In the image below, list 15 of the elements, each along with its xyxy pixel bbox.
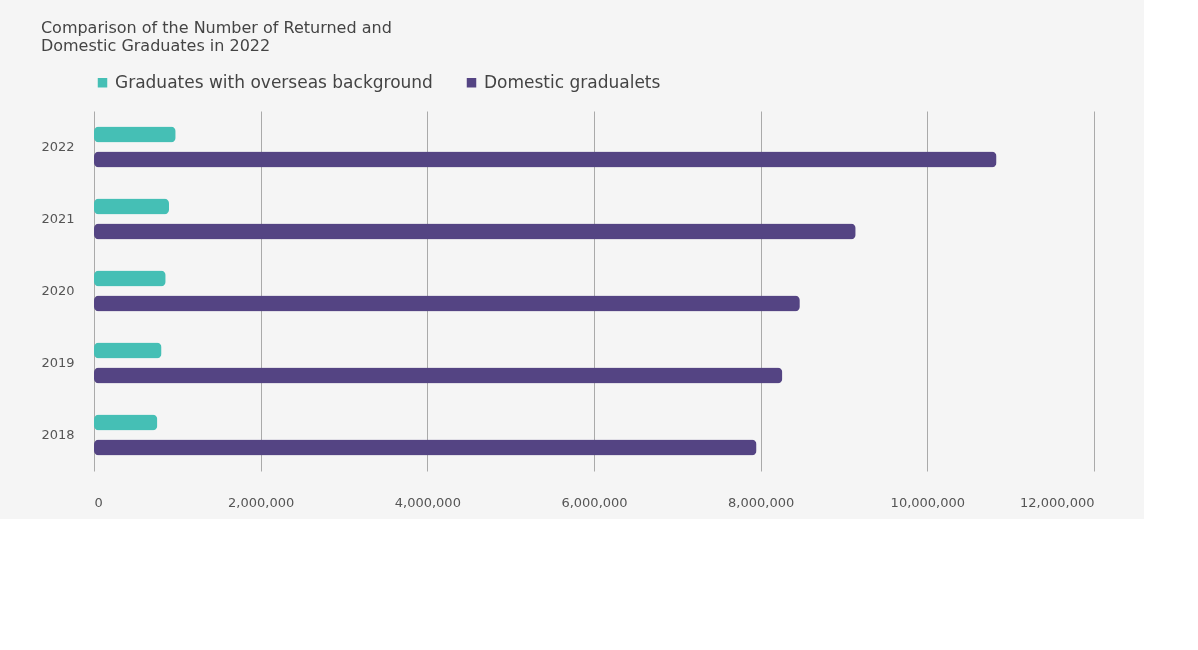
y-tick-label: 2018 (41, 427, 75, 442)
chart-title: Comparison of the Number of Returned and Domestic Graduates in 2022 (40, 18, 392, 55)
y-tick-label: 2022 (41, 139, 75, 154)
legend-label: Domestic gradualets (484, 71, 661, 92)
x-tick-label: 8,000,000 (728, 494, 795, 510)
legend-label: Graduates with overseas background (115, 71, 433, 92)
x-tick-label: 2,000,000 (228, 494, 295, 510)
x-tick-label: 10,000,000 (890, 494, 966, 510)
x-tick-label: 0 (94, 494, 103, 510)
y-tick-label: 2019 (41, 355, 75, 370)
x-tick-label: 12,000,000 (1020, 494, 1095, 510)
x-tick-label: 6,000,000 (561, 494, 628, 510)
x-tick-label: 4,000,000 (394, 494, 461, 510)
y-tick-label: 2020 (41, 283, 75, 298)
y-tick-label: 2021 (41, 211, 75, 226)
